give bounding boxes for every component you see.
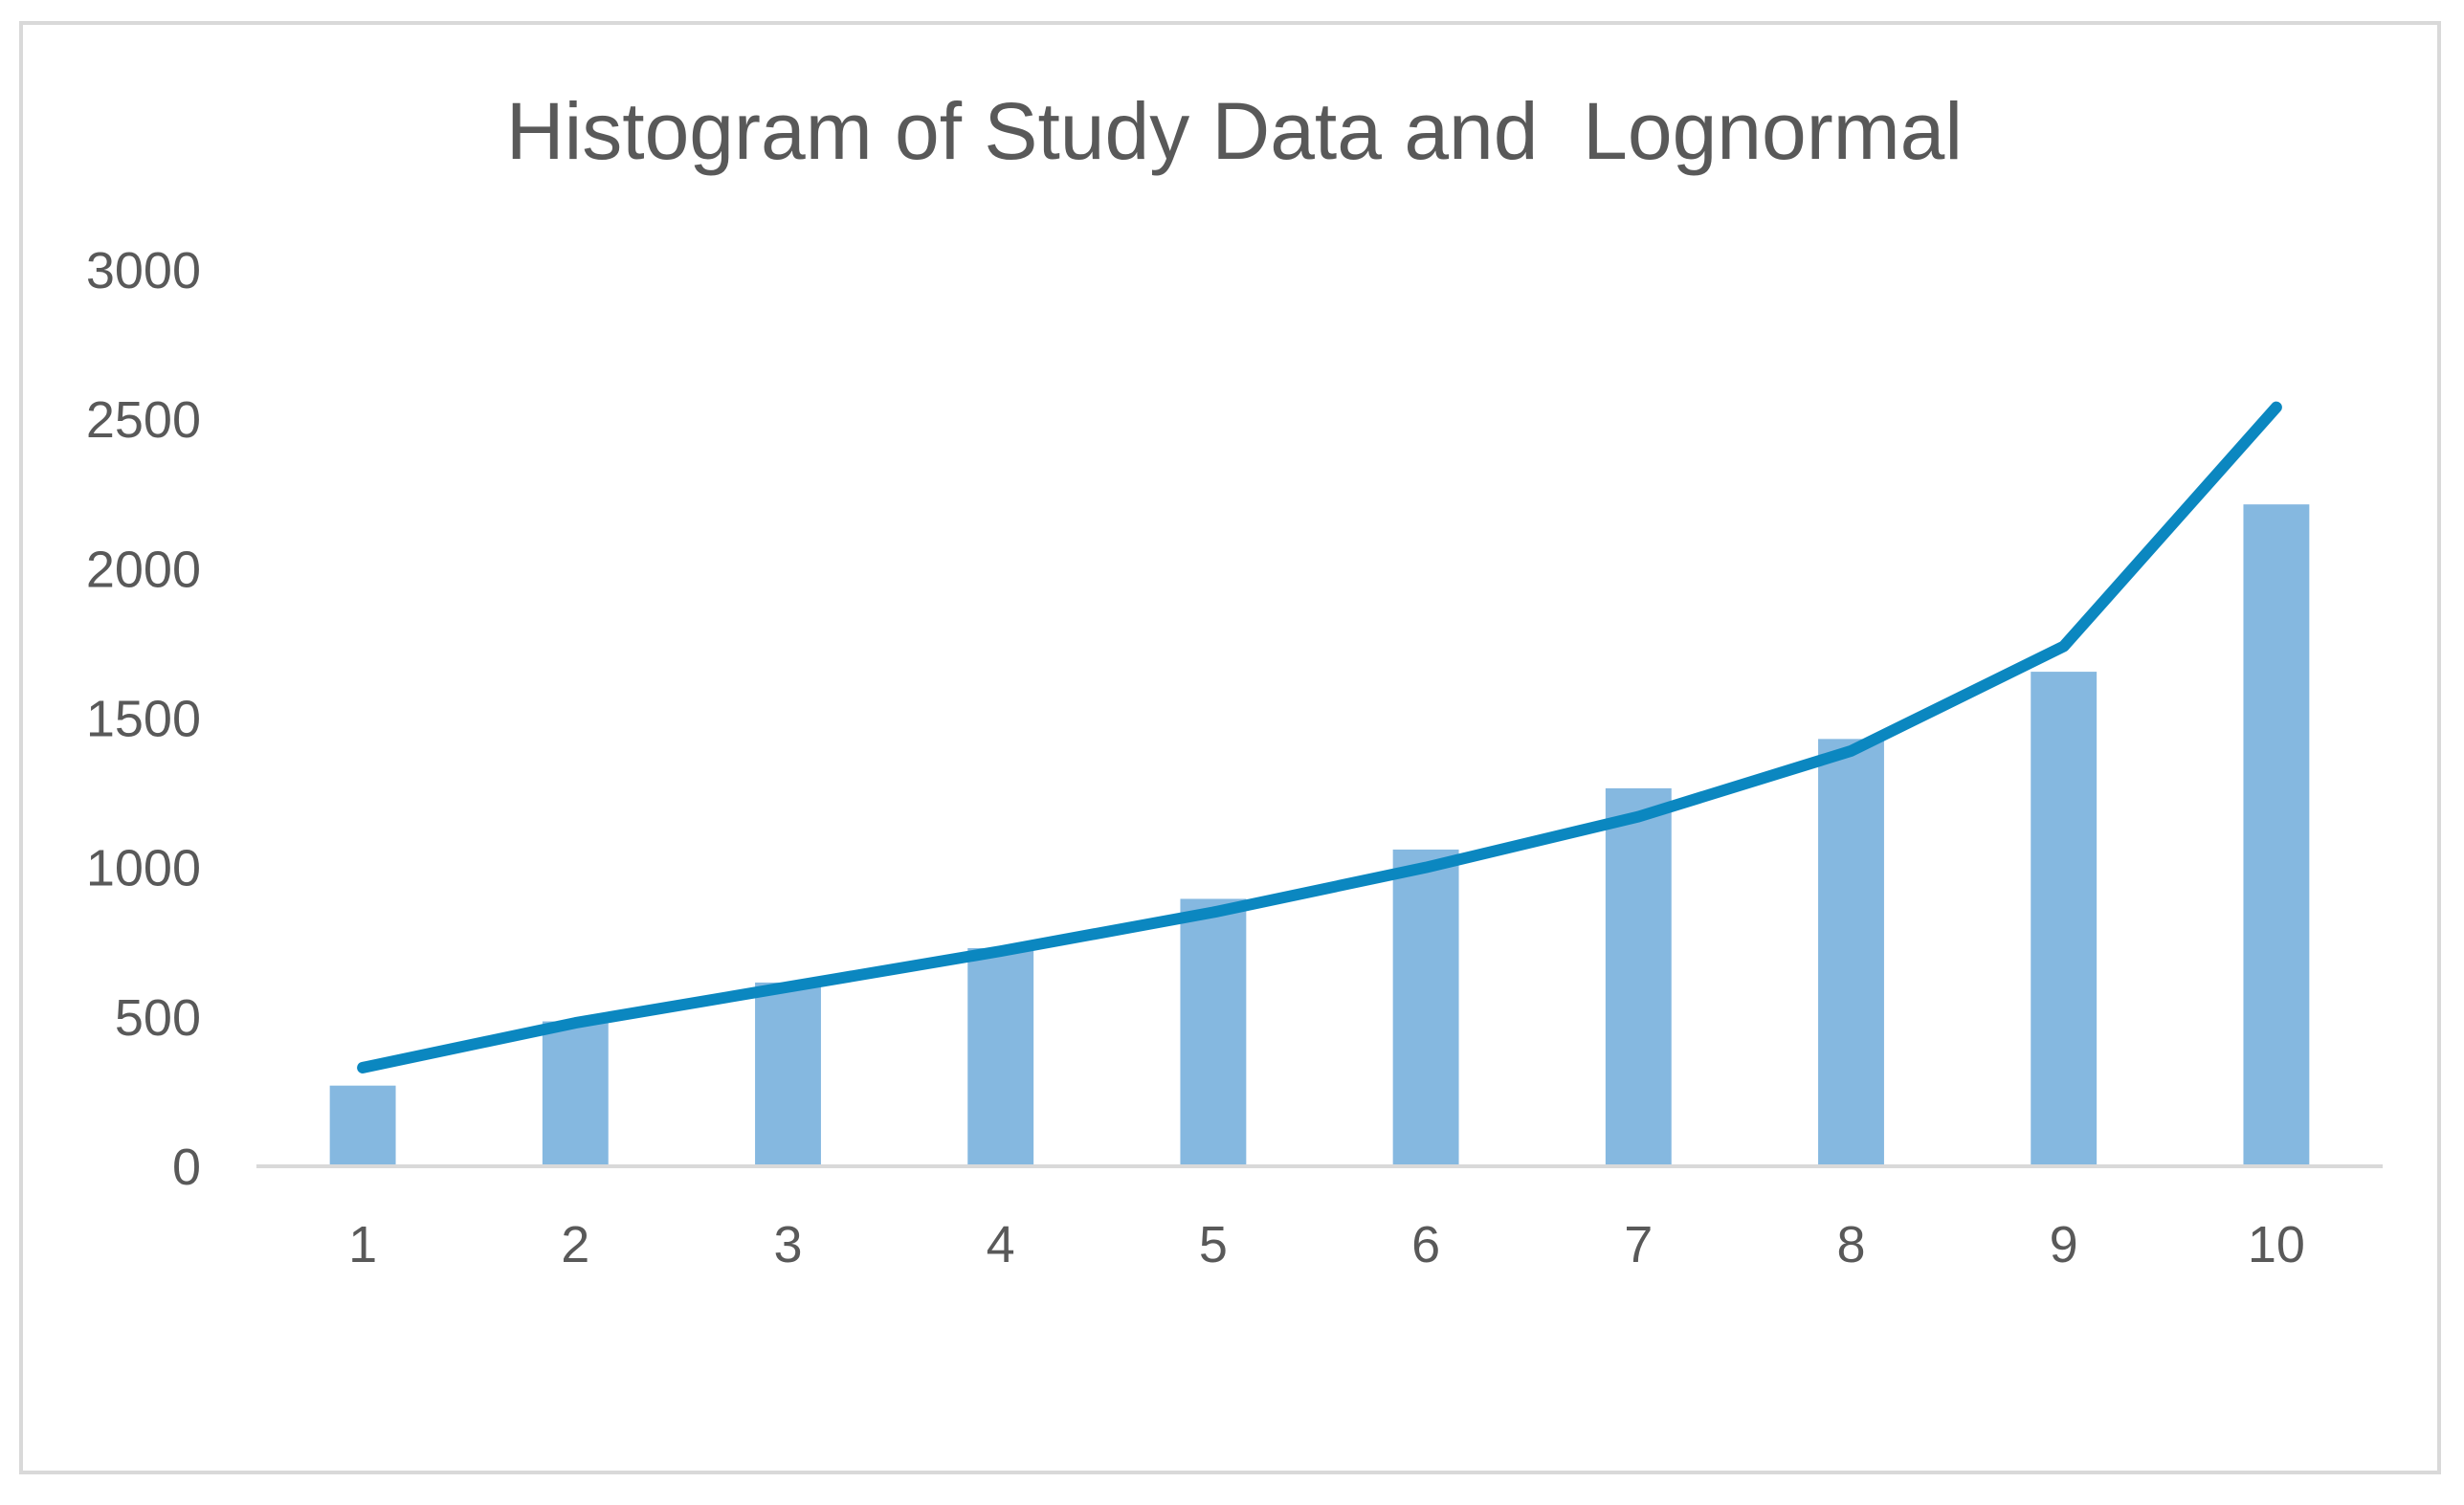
x-tick-label: 2 [561, 1216, 589, 1273]
y-tick-label: 1500 [86, 691, 201, 748]
y-tick-label: 0 [172, 1139, 201, 1196]
x-tick-label: 6 [1411, 1216, 1440, 1273]
y-tick-label: 2000 [86, 541, 201, 598]
x-tick-label: 9 [2050, 1216, 2078, 1273]
y-tick-label: 2500 [86, 391, 201, 449]
x-tick-label: 8 [1836, 1216, 1865, 1273]
histogram-bar [542, 1021, 609, 1166]
x-tick-label: 7 [1624, 1216, 1653, 1273]
x-tick-label: 1 [348, 1216, 377, 1273]
y-axis-tick-labels: 0 500 1000 1500 2000 2500 3000 [86, 242, 201, 1196]
lognormal-line-series [357, 401, 2282, 1073]
x-tick-label: 3 [773, 1216, 802, 1273]
histogram-bar [1818, 739, 1884, 1166]
histogram-bar [1180, 898, 1247, 1166]
y-tick-label: 1000 [86, 840, 201, 897]
histogram-bars [329, 504, 2310, 1166]
x-tick-label: 5 [1199, 1216, 1228, 1273]
histogram-bar [2243, 504, 2310, 1166]
histogram-bar [1605, 787, 1672, 1166]
y-tick-label: 500 [115, 989, 201, 1047]
histogram-bar [329, 1085, 396, 1166]
histogram-bar [2031, 672, 2098, 1166]
y-tick-label: 3000 [86, 242, 201, 299]
histogram-bar [967, 947, 1034, 1166]
chart-title: Histogram of Study Data and Lognormal [506, 86, 1963, 176]
x-tick-label: 10 [2248, 1216, 2305, 1273]
x-tick-label: 4 [987, 1216, 1015, 1273]
x-axis-tick-labels: 1 2 3 4 5 6 7 8 9 10 [348, 1216, 2305, 1273]
histogram-bar [1392, 849, 1459, 1166]
histogram-bar [755, 982, 821, 1166]
lognormal-line [357, 401, 2282, 1073]
